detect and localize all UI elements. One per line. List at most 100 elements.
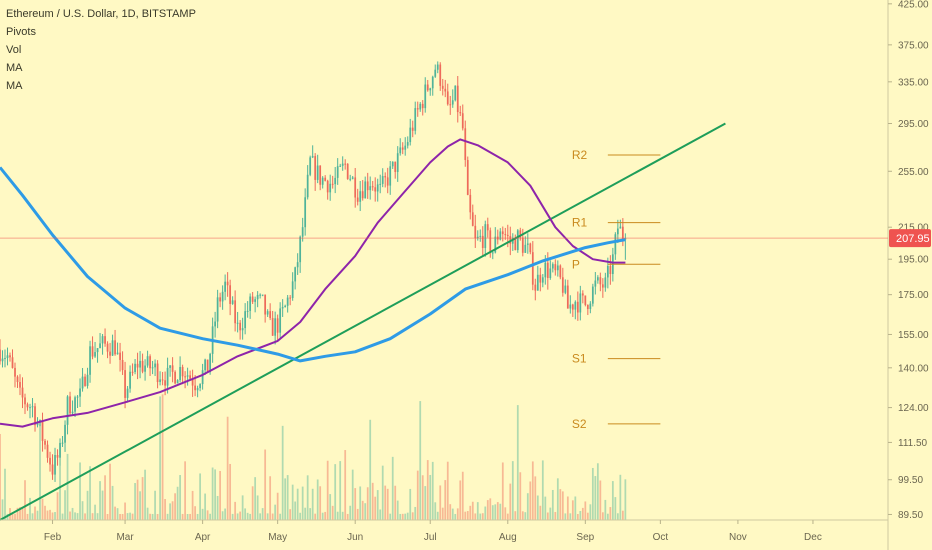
candle-body [389,166,392,186]
candle-body [154,363,156,368]
volume-bar [416,470,419,520]
candle-body [336,166,339,178]
volume-bar [354,488,357,520]
legend-item-ma-2[interactable]: MA [6,80,23,92]
volume-bar [566,496,569,520]
candle-body [51,464,54,475]
candle-body [24,397,26,405]
volume-bar [181,513,184,520]
candle-body [249,296,252,311]
volume-bar [189,513,191,520]
volume-bar [126,513,129,520]
candle-body [281,307,284,309]
volume-bar [561,491,564,520]
volume-bar [156,513,159,520]
volume-bar [486,500,489,520]
trendline[interactable] [0,122,726,521]
candle-body [306,174,309,198]
volume-bar [399,513,402,520]
candle-body [351,177,354,179]
volume-bar [319,486,322,520]
candle-body [296,262,299,268]
volume-bar [571,500,574,520]
candle-body [494,236,497,253]
candle-body [469,194,472,213]
y-axis: 89.50 99.50 111.50 124.00 140.00 155.00 175.00… [887,0,932,550]
candle-body [481,235,484,249]
candle-body [86,374,89,386]
volume-bar [61,513,64,520]
candle-body [414,108,417,131]
legend-item-ma-1[interactable]: MA [6,62,23,74]
candle-body [431,76,434,89]
candle-body [284,305,287,308]
candle-body [176,380,179,384]
candle-body [616,228,619,235]
candle-body [499,231,502,240]
candle-body [454,85,457,101]
volume-bar [386,488,389,520]
volume-bar [441,507,444,520]
volume-bar [601,512,604,520]
candle-body [21,387,24,398]
candle-body [124,370,126,398]
candle-body [566,285,569,309]
legend-item-vol[interactable]: Vol [6,44,22,56]
volume-bar [191,490,194,520]
volume-bar [366,487,369,520]
candle-body [586,304,589,310]
volume-bar [521,511,524,520]
volume-bar [211,467,214,520]
current-price-marker: 207.95 [0,229,931,248]
pivot-label-r2: R2 [572,148,588,162]
volume-bar [144,469,146,520]
volume-bar [554,511,557,520]
volume-bar [269,476,272,520]
candle-body [174,371,176,384]
volume-bar [289,509,292,520]
volume-bar [89,466,91,520]
candle-body [49,457,51,465]
legend-item-pivots[interactable]: Pivots [6,26,36,38]
candle-body [596,277,599,281]
candle-body [399,147,402,154]
candle-body [371,186,374,188]
candle-body [276,318,279,333]
x-tick-label: Sep [576,532,594,543]
volume-bar [69,511,71,520]
candle-body [236,322,239,324]
volume-bar [96,513,99,520]
candle-body [179,366,181,381]
candle-body [509,236,512,244]
volume-bar [506,513,509,520]
volume-bar [331,505,334,520]
candle-body [346,163,349,179]
pivot-label-r1: R1 [572,216,588,230]
candle-body [561,277,564,293]
volume-bar [591,467,594,520]
candle-body [36,421,39,426]
candle-body [9,355,11,358]
candle-body [206,359,209,373]
candle-body [464,128,467,161]
candle-body [451,100,454,105]
y-tick-label: 375.00 [898,40,929,51]
volume-bar [101,490,104,520]
candle-body [501,231,504,235]
volume-bar [311,488,314,520]
volume-bar [606,513,609,520]
volume-bar [91,513,94,520]
volume-bar [376,490,379,520]
candle-body [529,243,532,253]
volume-bar [581,507,584,520]
volume-bar [379,509,382,520]
candle-body [604,277,607,288]
volume-bar [536,495,539,520]
volume-bar [271,513,274,520]
ma-line-2[interactable] [0,166,626,363]
candle-body [334,177,337,185]
volume-bar [489,498,492,520]
volume-bar [46,510,49,520]
ma-line-1[interactable] [0,138,626,428]
